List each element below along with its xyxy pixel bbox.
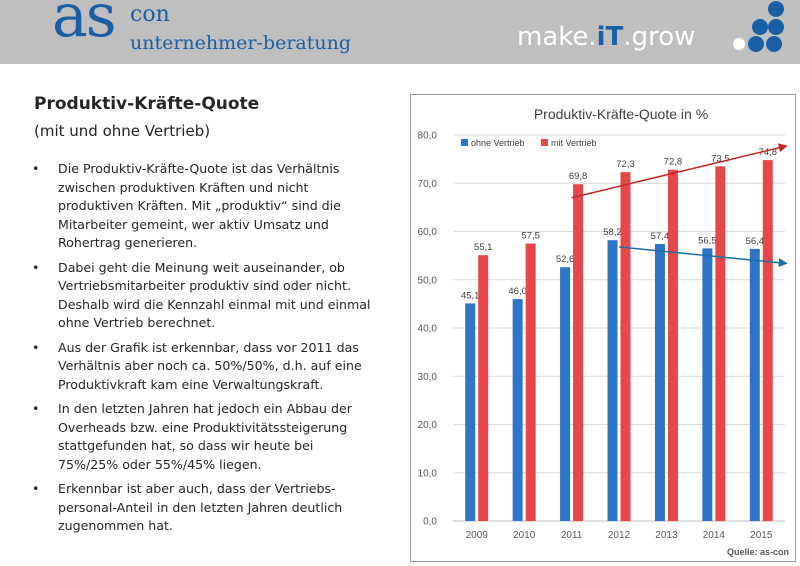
bar-ohne-vertrieb (465, 303, 476, 521)
bar-ohne-vertrieb (702, 248, 713, 521)
data-label: 46,0 (508, 286, 527, 297)
x-tick-label: 2015 (750, 530, 773, 541)
bar-ohne-vertrieb (654, 244, 665, 522)
page-title: Produktiv-Kräfte-Quote (34, 94, 260, 114)
bullet-item: Die Produktiv-Kräfte-Quote ist das Verhä… (30, 160, 376, 253)
bullet-list: Die Produktiv-Kräfte-Quote ist das Verhä… (30, 160, 376, 542)
data-label: 56,4 (746, 236, 765, 247)
x-tick-label: 2012 (608, 530, 631, 541)
page-subtitle: (mit und ohne Vertrieb) (34, 122, 211, 140)
slogan: make.iT.grow (517, 24, 695, 50)
bar-mit-vertrieb (525, 243, 536, 521)
chart: Produktiv-Kräfte-Quote in % 0,0 10,0 20,0 30… (418, 106, 789, 557)
data-label: 52,6 (556, 254, 575, 265)
header-banner: as con unternehmer-beratung make.iT.grow (0, 0, 800, 64)
legend-label: mit Vertrieb (551, 138, 597, 148)
bar-mit-vertrieb (715, 166, 726, 522)
y-tick-label: 10,0 (418, 468, 438, 479)
bar-mit-vertrieb (573, 184, 584, 521)
bullet-item: Erkennbar ist aber auch, dass der Vertri… (30, 480, 376, 536)
bar-ohne-vertrieb (560, 267, 571, 521)
x-tick-label: 2014 (703, 530, 726, 541)
bullet-item: Aus der Grafik ist erkennbar, dass vor 2… (30, 339, 376, 395)
bar-mit-vertrieb (667, 169, 678, 521)
data-label: 58,2 (603, 227, 622, 238)
bar-ohne-vertrieb (512, 299, 523, 521)
chart-container: Produktiv-Kräfte-Quote in % 0,0 10,0 20,0 30… (410, 94, 796, 562)
dots-logo-icon (733, 1, 784, 52)
trend-arrow (618, 246, 788, 268)
y-tick-label: 60,0 (418, 227, 438, 238)
y-tick-label: 70,0 (418, 179, 438, 190)
logo-as: as (52, 0, 117, 51)
y-tick-label: 50,0 (418, 275, 438, 286)
legend-swatch (461, 139, 468, 146)
legend-label: ohne Vertrieb (471, 138, 525, 148)
legend-swatch (541, 139, 548, 146)
bullet-item: Dabei geht die Meinung weit auseinander,… (30, 259, 376, 333)
source-note: Quelle: as-con (727, 547, 789, 557)
data-label: 72,8 (664, 157, 683, 168)
data-label: 72,3 (616, 159, 635, 170)
bar-mit-vertrieb (620, 172, 631, 521)
data-label: 69,8 (569, 171, 588, 182)
logo-subtitle: unternehmer-beratung (130, 32, 352, 54)
y-tick-label: 30,0 (418, 372, 438, 383)
bar-mit-vertrieb (478, 255, 489, 521)
data-label: 55,1 (474, 242, 493, 253)
data-label: 57,4 (651, 231, 670, 242)
data-label: 45,1 (461, 290, 480, 301)
bar-ohne-vertrieb (607, 240, 618, 521)
x-tick-label: 2009 (466, 530, 489, 541)
logo-con: con (130, 2, 170, 27)
y-tick-label: 80,0 (418, 131, 438, 142)
slogan-it: iT (596, 22, 624, 52)
bar-mit-vertrieb (762, 160, 773, 521)
x-tick-label: 2013 (655, 530, 678, 541)
chart-title: Produktiv-Kräfte-Quote in % (534, 106, 708, 122)
x-tick-label: 2011 (561, 530, 583, 541)
data-label: 57,5 (521, 231, 540, 242)
trend-arrow (571, 143, 788, 199)
bullet-item: In den letzten Jahren hat jedoch ein Abb… (30, 400, 376, 474)
data-label: 56,5 (698, 235, 717, 246)
data-label: 74,8 (759, 147, 778, 158)
slogan-left: make. (517, 22, 597, 52)
x-tick-label: 2010 (513, 530, 536, 541)
bar-ohne-vertrieb (749, 248, 760, 521)
y-tick-label: 40,0 (418, 324, 438, 335)
slogan-right: .grow (623, 22, 696, 52)
y-tick-label: 20,0 (418, 420, 438, 431)
y-tick-label: 0,0 (423, 517, 437, 528)
data-label: 73,5 (711, 153, 730, 164)
